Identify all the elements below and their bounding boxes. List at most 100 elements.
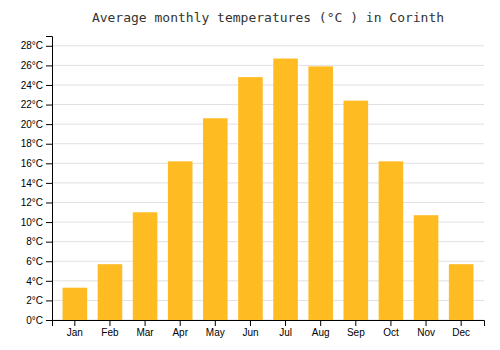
x-tick-label: Feb [101,327,119,338]
x-axis-line [53,321,485,327]
x-tick-label: Dec [452,327,470,338]
bar [98,264,123,320]
grid-line [52,163,484,164]
chart-svg: 0°C 2°C 4°C 6°C 8°C 10°C 12°C 14°C 16°C 18°C 20°C 2… [0,0,500,350]
bar [344,101,369,320]
x-tick-label: May [206,327,225,338]
y-axis-line [46,37,53,321]
y-tick: 20°C [21,119,52,130]
x-tick: Dec [452,320,470,338]
x-tick-mark [390,320,391,326]
y-tick-label: 20°C [21,119,43,130]
x-tick: Jun [242,320,258,338]
x-tick-mark [109,320,110,326]
y-tick-label: 0°C [26,315,43,326]
x-tick-mark [145,320,146,326]
bar [203,118,228,320]
bars [63,59,474,320]
y-tick-mark [46,281,52,282]
x-tick-label: Mar [136,327,154,338]
title: Average monthly temperatures (°C ) in Co… [92,10,444,25]
bar [168,161,193,320]
x-tick-label: Apr [172,327,188,338]
y-tick-label: 18°C [21,138,43,149]
grid [52,46,484,320]
y-tick: 26°C [21,60,52,71]
y-tick: 4°C [26,276,52,287]
y-tick-mark [46,85,52,86]
y-tick-label: 6°C [26,256,43,267]
bar [449,264,474,320]
y-tick-label: 10°C [21,217,43,228]
x-tick: Mar [136,320,154,338]
y-tick: 18°C [21,138,52,149]
y-tick-mark [46,144,52,145]
bar [273,59,298,320]
y-tick-label: 26°C [21,60,43,71]
chart-container: 0°C 2°C 4°C 6°C 8°C 10°C 12°C 14°C 16°C 18°C 20°C 2… [0,0,500,350]
grid-line [52,65,484,66]
y-tick-mark [46,105,52,106]
y-tick-label: 22°C [21,99,43,110]
x-tick: Jul [279,320,292,338]
y-tick-mark [46,202,52,203]
y-tick: 8°C [26,236,52,247]
bar [308,66,333,320]
x-tick-mark [180,320,181,326]
x-tick-mark [320,320,321,326]
y-tick: 28°C [21,40,52,51]
y-tick-label: 28°C [21,40,43,51]
x-tick: May [206,320,225,338]
y-tick: 24°C [21,80,52,91]
x-tick-mark [461,320,462,326]
x-tick-label: Jan [67,327,83,338]
x-tick-label: Jul [279,327,292,338]
y-tick: 2°C [26,295,52,306]
x-tick: Oct [383,320,399,338]
x-tick-label: Aug [312,327,330,338]
x-tick-mark [426,320,427,326]
grid-line [52,143,484,144]
y-axis: 0°C 2°C 4°C 6°C 8°C 10°C 12°C 14°C 16°C 18°C 20°C 2… [21,37,53,326]
y-tick: 14°C [21,178,52,189]
y-tick: 22°C [21,99,52,110]
x-tick-mark [250,320,251,326]
y-tick-label: 14°C [21,178,43,189]
bar [63,288,88,320]
x-tick-label: Jun [242,327,258,338]
y-tick-label: 16°C [21,158,43,169]
x-tick-mark [355,320,356,326]
y-tick-label: 8°C [26,236,43,247]
plot: 0°C 2°C 4°C 6°C 8°C 10°C 12°C 14°C 16°C 18°C 20°C 2… [21,37,485,339]
x-tick: Aug [312,320,330,338]
grid-line [52,104,484,105]
y-tick-mark [46,124,52,125]
y-tick: 6°C [26,256,52,267]
y-tick: 12°C [21,197,52,208]
y-tick-label: 4°C [26,276,43,287]
y-tick: 10°C [21,217,52,228]
y-tick-mark [46,65,52,66]
y-tick-mark [46,261,52,262]
y-tick: 16°C [21,158,52,169]
bar [379,161,404,320]
x-tick: Sep [347,320,365,338]
grid-line [52,45,484,46]
x-tick: Apr [172,320,188,338]
grid-line [52,202,484,203]
x-tick: Feb [101,320,119,338]
x-tick-label: Sep [347,327,365,338]
y-tick-label: 12°C [21,197,43,208]
y-tick-mark [46,320,52,321]
y-tick-label: 2°C [26,295,43,306]
x-tick: Nov [417,320,435,338]
y-tick-mark [46,242,52,243]
y-tick-label: 24°C [21,80,43,91]
y-tick-mark [46,183,52,184]
x-tick-mark [74,320,75,326]
bar [238,77,263,320]
grid-line [52,124,484,125]
x-tick-mark [285,320,286,326]
grid-line [52,84,484,85]
y-tick-mark [46,46,52,47]
